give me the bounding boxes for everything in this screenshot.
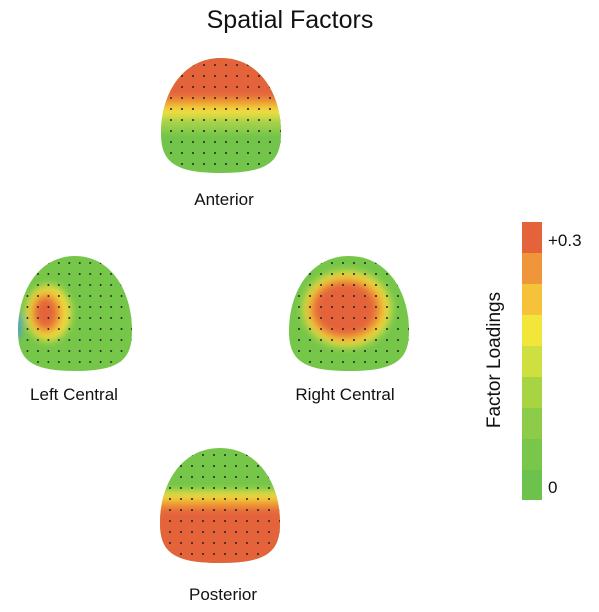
topomap-anterior — [161, 58, 281, 173]
map-label: Right Central — [295, 385, 394, 404]
title: Spatial Factors — [207, 6, 374, 34]
colorbar — [522, 222, 542, 500]
map-label: Left Central — [30, 385, 118, 404]
colorbar-title: Factor Loadings — [484, 292, 505, 428]
topomap-posterior — [160, 448, 280, 563]
colorbar-tick-label: +0.3 — [548, 231, 582, 250]
map-label: Anterior — [194, 190, 254, 209]
topomap-right-central — [289, 256, 409, 371]
map-label: Posterior — [189, 585, 257, 604]
topomap-left-central — [17, 256, 133, 371]
colorbar-tick-label: 0 — [548, 478, 557, 497]
